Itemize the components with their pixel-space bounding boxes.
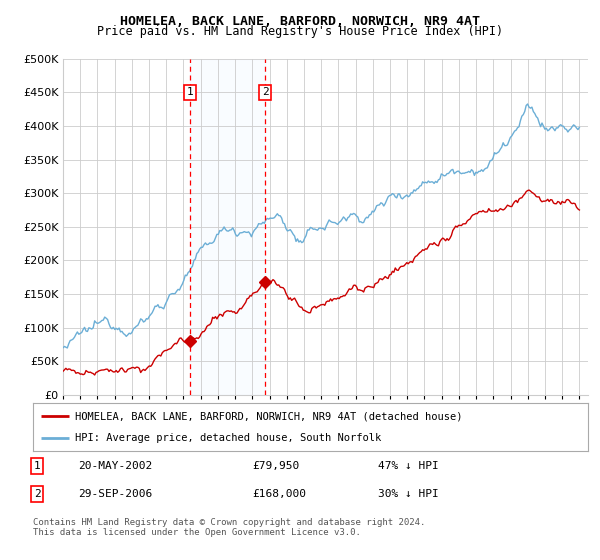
Bar xyxy=(190,59,265,395)
Text: Contains HM Land Registry data © Crown copyright and database right 2024.
This d: Contains HM Land Registry data © Crown c… xyxy=(33,518,425,538)
Text: 1: 1 xyxy=(187,87,193,97)
Text: HOMELEA, BACK LANE, BARFORD, NORWICH, NR9 4AT: HOMELEA, BACK LANE, BARFORD, NORWICH, NR… xyxy=(120,15,480,27)
Text: 47% ↓ HPI: 47% ↓ HPI xyxy=(378,461,439,471)
Text: HOMELEA, BACK LANE, BARFORD, NORWICH, NR9 4AT (detached house): HOMELEA, BACK LANE, BARFORD, NORWICH, NR… xyxy=(74,411,462,421)
Text: 20-MAY-2002: 20-MAY-2002 xyxy=(78,461,152,471)
Text: 2: 2 xyxy=(34,489,41,499)
Text: 30% ↓ HPI: 30% ↓ HPI xyxy=(378,489,439,499)
Text: HPI: Average price, detached house, South Norfolk: HPI: Average price, detached house, Sout… xyxy=(74,433,381,443)
Text: 29-SEP-2006: 29-SEP-2006 xyxy=(78,489,152,499)
Text: 2: 2 xyxy=(262,87,269,97)
Text: Price paid vs. HM Land Registry's House Price Index (HPI): Price paid vs. HM Land Registry's House … xyxy=(97,25,503,38)
Text: £79,950: £79,950 xyxy=(252,461,299,471)
Text: £168,000: £168,000 xyxy=(252,489,306,499)
Text: 1: 1 xyxy=(34,461,41,471)
